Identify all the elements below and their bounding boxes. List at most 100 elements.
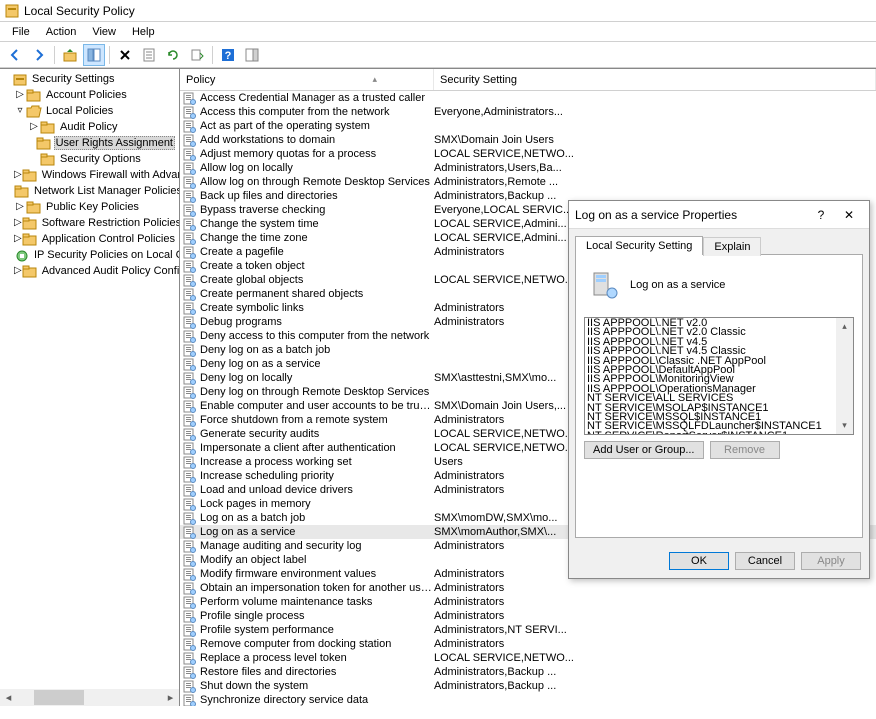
policy-row[interactable]: Synchronize directory service data — [180, 693, 876, 706]
scrollbar-thumb[interactable] — [34, 690, 84, 705]
forward-button[interactable] — [28, 44, 50, 66]
refresh-button[interactable] — [162, 44, 184, 66]
remove-button[interactable]: Remove — [710, 441, 780, 459]
policy-row[interactable]: Act as part of the operating system — [180, 119, 876, 133]
policy-setting: Administrators — [434, 638, 876, 650]
tree-toggle-icon[interactable]: ▷ — [14, 218, 22, 228]
tab-explain[interactable]: Explain — [703, 237, 761, 256]
add-user-or-group-button[interactable]: Add User or Group... — [584, 441, 704, 459]
policy-icon — [182, 554, 196, 567]
column-header-policy[interactable]: Policy — [180, 69, 434, 90]
scroll-up-icon[interactable]: ▴ — [836, 318, 853, 335]
menu-view[interactable]: View — [84, 24, 124, 40]
policy-icon — [182, 610, 196, 623]
column-header-setting[interactable]: Security Setting — [434, 69, 876, 90]
listbox-scrollbar[interactable]: ▴ ▾ — [836, 318, 853, 434]
policy-name: Manage auditing and security log — [200, 540, 434, 552]
tree-item[interactable]: ▷Audit Policy — [0, 119, 179, 135]
scroll-down-icon[interactable]: ▾ — [836, 417, 853, 434]
folder-icon — [22, 216, 38, 230]
help-button[interactable]: ? — [217, 44, 239, 66]
tree-toggle-icon[interactable]: ▿ — [14, 106, 26, 116]
policy-row[interactable]: Perform volume maintenance tasksAdminist… — [180, 595, 876, 609]
tree-toggle-icon[interactable]: ▷ — [28, 122, 40, 132]
tab-local-security-setting[interactable]: Local Security Setting — [575, 236, 703, 255]
window-title: Local Security Policy — [24, 4, 135, 18]
policy-row[interactable]: Add workstations to domainSMX\Domain Joi… — [180, 133, 876, 147]
tree-item[interactable]: ▷Account Policies — [0, 87, 179, 103]
policy-row[interactable]: Profile single processAdministrators — [180, 609, 876, 623]
policy-name: Create permanent shared objects — [200, 288, 434, 300]
policy-row[interactable]: Replace a process level tokenLOCAL SERVI… — [180, 651, 876, 665]
list-header: Policy Security Setting — [180, 69, 876, 91]
menu-file[interactable]: File — [4, 24, 38, 40]
tree-toggle-icon[interactable]: ▷ — [14, 90, 26, 100]
policy-row[interactable]: Obtain an impersonation token for anothe… — [180, 581, 876, 595]
tree-toggle-icon[interactable]: ▷ — [14, 234, 22, 244]
tree-label: User Rights Assignment — [54, 136, 175, 150]
back-button[interactable] — [4, 44, 26, 66]
up-one-level-button[interactable] — [59, 44, 81, 66]
policy-row[interactable]: Allow log on through Remote Desktop Serv… — [180, 175, 876, 189]
dialog-close-button[interactable]: ✕ — [835, 205, 863, 225]
policy-row[interactable]: Access this computer from the networkEve… — [180, 105, 876, 119]
scrollbar-track[interactable] — [836, 335, 853, 417]
policy-icon — [182, 666, 196, 679]
tree-root[interactable]: Security Settings — [0, 71, 179, 87]
policy-row[interactable]: Remove computer from docking stationAdmi… — [180, 637, 876, 651]
dialog-panel: Log on as a service IIS APPPOOL\.NET v2.… — [575, 254, 863, 538]
policy-icon — [182, 232, 196, 245]
tree-toggle-icon[interactable]: ▷ — [14, 170, 22, 180]
policy-icon — [182, 512, 196, 525]
policy-icon — [182, 372, 196, 385]
dialog-titlebar[interactable]: Log on as a service Properties ? ✕ — [569, 201, 869, 229]
cancel-button[interactable]: Cancel — [735, 552, 795, 570]
toolbar-separator — [109, 46, 110, 64]
security-settings-icon — [12, 72, 28, 86]
export-list-button[interactable] — [186, 44, 208, 66]
tree-item[interactable]: Security Options — [0, 151, 179, 167]
policy-row[interactable]: Restore files and directoriesAdministrat… — [180, 665, 876, 679]
policy-icon — [182, 330, 196, 343]
policy-name: Bypass traverse checking — [200, 204, 434, 216]
policy-setting: Administrators,Backup ... — [434, 666, 876, 678]
scroll-left-icon[interactable]: ◂ — [0, 689, 17, 706]
apply-button[interactable]: Apply — [801, 552, 861, 570]
policy-row[interactable]: Shut down the systemAdministrators,Backu… — [180, 679, 876, 693]
show-hide-action-pane-button[interactable] — [241, 44, 263, 66]
properties-button[interactable] — [138, 44, 160, 66]
tree-item[interactable]: Network List Manager Policies — [0, 183, 179, 199]
tree-label: Public Key Policies — [44, 201, 141, 213]
menu-help[interactable]: Help — [124, 24, 163, 40]
tree-item[interactable]: ▷Windows Firewall with Advanced Sec — [0, 167, 179, 183]
delete-button[interactable] — [114, 44, 136, 66]
scroll-right-icon[interactable]: ▸ — [162, 689, 179, 706]
folder-icon — [36, 136, 52, 150]
dialog-help-button[interactable]: ? — [807, 205, 835, 225]
users-listbox[interactable]: IIS APPPOOL\.NET v2.0IIS APPPOOL\.NET v2… — [584, 317, 854, 435]
tree-item[interactable]: User Rights Assignment — [0, 135, 179, 151]
menu-action[interactable]: Action — [38, 24, 85, 40]
policy-name: Back up files and directories — [200, 190, 434, 202]
policy-icon — [182, 358, 196, 371]
ok-button[interactable]: OK — [669, 552, 729, 570]
tree-item[interactable]: ▷Software Restriction Policies — [0, 215, 179, 231]
tree-toggle-icon[interactable]: ▷ — [14, 266, 22, 276]
policy-row[interactable]: Access Credential Manager as a trusted c… — [180, 91, 876, 105]
tree-item[interactable]: ▷Advanced Audit Policy Configuration — [0, 263, 179, 279]
policy-name: Log on as a batch job — [200, 512, 434, 524]
tree-item[interactable]: ▷Application Control Policies — [0, 231, 179, 247]
policy-row[interactable]: Allow log on locallyAdministrators,Users… — [180, 161, 876, 175]
show-hide-tree-button[interactable] — [83, 44, 105, 66]
policy-name: Force shutdown from a remote system — [200, 414, 434, 426]
tree-horizontal-scrollbar[interactable]: ◂ ▸ — [0, 689, 179, 706]
tree-toggle-icon[interactable]: ▷ — [14, 202, 26, 212]
policy-row[interactable]: Profile system performanceAdministrators… — [180, 623, 876, 637]
tree-item[interactable]: ▿Local Policies — [0, 103, 179, 119]
window-titlebar: Local Security Policy — [0, 0, 876, 22]
policy-row[interactable]: Adjust memory quotas for a processLOCAL … — [180, 147, 876, 161]
folder-icon — [26, 88, 42, 102]
policy-name: Change the time zone — [200, 232, 434, 244]
tree-item[interactable]: ▷ Public Key Policies — [0, 199, 179, 215]
tree-item[interactable]: IP Security Policies on Local Compute — [0, 247, 179, 263]
